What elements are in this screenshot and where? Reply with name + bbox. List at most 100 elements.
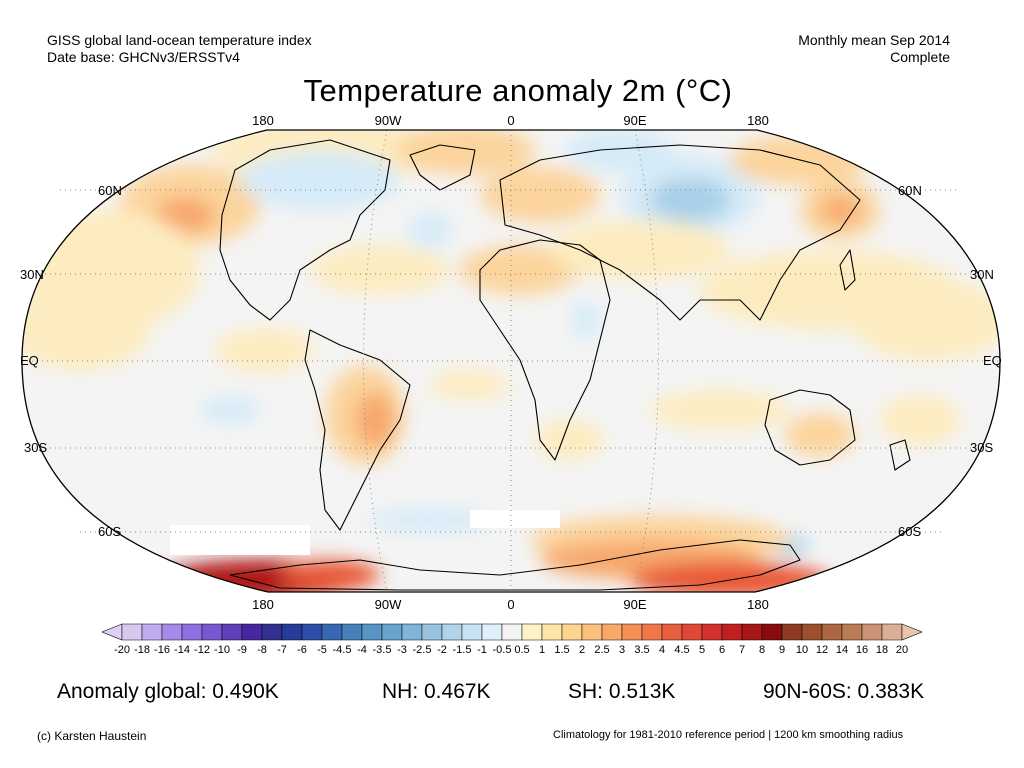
lat-label-left-60s: 60S: [98, 524, 122, 539]
colorbar-swatch: [281, 623, 303, 641]
colorbar-tick-label: 2: [579, 644, 585, 656]
colorbar-tick-label: -4: [357, 644, 367, 656]
colorbar-tick-label: 1.5: [554, 644, 569, 656]
australia: [764, 389, 856, 466]
eurasia: [499, 144, 861, 321]
lon-label-bottom-180w: 180: [252, 597, 274, 612]
colorbar-swatch: [221, 623, 243, 641]
colorbar-swatch: [821, 623, 843, 641]
colorbar-tick-label: 8: [759, 644, 765, 656]
colorbar-tick-label: 4.5: [674, 644, 689, 656]
colorbar-tick-label: 6: [719, 644, 725, 656]
australia-warm: [785, 413, 855, 457]
colorbar-swatch: [401, 623, 423, 641]
colorbar-swatch: [381, 623, 403, 641]
colorbar-swatch: [261, 623, 283, 641]
lon-label-top-180w: 180: [252, 113, 274, 128]
lat-label-right-60n: 60N: [898, 183, 922, 198]
lon-label-bottom-0: 0: [507, 597, 515, 612]
southern-africa-warm: [535, 420, 605, 460]
canada-cool: [240, 150, 400, 210]
antarctic-hot-west: [280, 560, 380, 590]
colorbar-swatch: [841, 623, 863, 641]
colorbar-tick-label: 14: [836, 644, 848, 656]
lat-label-left-eq: EQ: [20, 353, 39, 368]
siberia-cool-core: [650, 178, 730, 222]
polar-anomaly: 90N-60S: 0.383K: [763, 680, 925, 703]
colorbar-tick-label: 4: [659, 644, 665, 656]
colorbar-swatches: [101, 623, 923, 641]
new-zealand: [889, 439, 911, 471]
colorbar-over-arrow: [901, 623, 923, 641]
colorbar-swatch: [561, 623, 583, 641]
colorbar-swatch: [481, 623, 503, 641]
colorbar-swatch: [121, 623, 143, 641]
colorbar-swatch: [721, 623, 743, 641]
temperature-anomaly-map: [21, 129, 1001, 593]
north-africa-warm: [460, 245, 580, 295]
lon-label-top-90e: 90E: [623, 113, 647, 128]
colorbar-tick-label: 9: [779, 644, 785, 656]
colorbar-tick-label: -20: [114, 644, 130, 656]
colorbar-tick-label: 12: [816, 644, 828, 656]
colorbar-tick-label: 1: [539, 644, 545, 656]
atlantic-cool: [408, 212, 452, 248]
colorbar-tick-label: -10: [214, 644, 230, 656]
colorbar-swatch: [681, 623, 703, 641]
colorbar-tick-label: 5: [699, 644, 705, 656]
south-america-warm-core: [355, 392, 395, 448]
colorbar-swatch: [461, 623, 483, 641]
colorbar-tick-label: 3: [619, 644, 625, 656]
colorbar-swatch: [641, 623, 663, 641]
colorbar-tick-label: 2.5: [594, 644, 609, 656]
lat-label-right-eq: EQ: [983, 353, 1002, 368]
lon-label-top-180e: 180: [747, 113, 769, 128]
colorbar-tick-label: 10: [796, 644, 808, 656]
lon-label-top-0: 0: [507, 113, 515, 128]
lat-label-left-30s: 30S: [24, 440, 48, 455]
colorbar-swatch: [661, 623, 683, 641]
south-pacific-cool: [200, 396, 260, 424]
antarctica: [229, 539, 801, 591]
coastlines: [219, 139, 911, 591]
drake-cool: [370, 508, 490, 532]
nh-anomaly: NH: 0.467K: [382, 680, 491, 703]
colorbar-tick-label: -9: [237, 644, 247, 656]
south-atlantic-warm: [430, 370, 510, 400]
tasman-warm: [880, 395, 960, 445]
lon-label-top-90w: 90W: [374, 113, 402, 128]
colorbar-swatch: [201, 623, 223, 641]
completeness-label: Complete: [890, 49, 950, 65]
lon-label-bottom-180e: 180: [747, 597, 769, 612]
header-right: Monthly mean Sep 2014 Complete: [798, 32, 950, 66]
colorbar-swatch: [781, 623, 803, 641]
lon-label-bottom-90w: 90W: [374, 597, 402, 612]
central-pacific-warm: [850, 280, 1000, 360]
lat-label-left-60n: 60N: [98, 183, 122, 198]
colorbar-tick-label: 7: [739, 644, 745, 656]
colorbar-tick-label: -1: [477, 644, 487, 656]
colorbar-tick-label: 16: [856, 644, 868, 656]
map-title: Temperature anomaly 2m (°C): [303, 73, 733, 108]
colorbar-tick-label: 18: [876, 644, 888, 656]
pacific-warm-sw: [22, 290, 150, 370]
colorbar-tick-labels: -20 -18 -16 -14 -12 -10 -9 -8 -7 -6 -5 -4.5 -4 -3.5 -3…: [114, 644, 908, 656]
colorbar-tick-label: 0.5: [514, 644, 529, 656]
colorbar-swatch: [761, 623, 783, 641]
ne-pacific-warm-core: [155, 197, 215, 233]
anomaly-regions: [22, 130, 1000, 592]
colorbar-swatch: [141, 623, 163, 641]
north-america: [219, 139, 391, 321]
colorbar-swatch: [241, 623, 263, 641]
colorbar-tick-label: -14: [174, 644, 190, 656]
lat-label-right-60s: 60S: [898, 524, 922, 539]
colorbar-swatch: [341, 623, 363, 641]
colorbar-tick-label: -18: [134, 644, 150, 656]
graticule: [22, 129, 1000, 593]
lat-label-right-30s: 30S: [970, 440, 994, 455]
colorbar-swatch: [361, 623, 383, 641]
colorbar-tick-label: -8: [257, 644, 267, 656]
dataset-title: GISS global land-ocean temperature index: [47, 32, 312, 48]
colorbar-tick-label: 3.5: [634, 644, 649, 656]
